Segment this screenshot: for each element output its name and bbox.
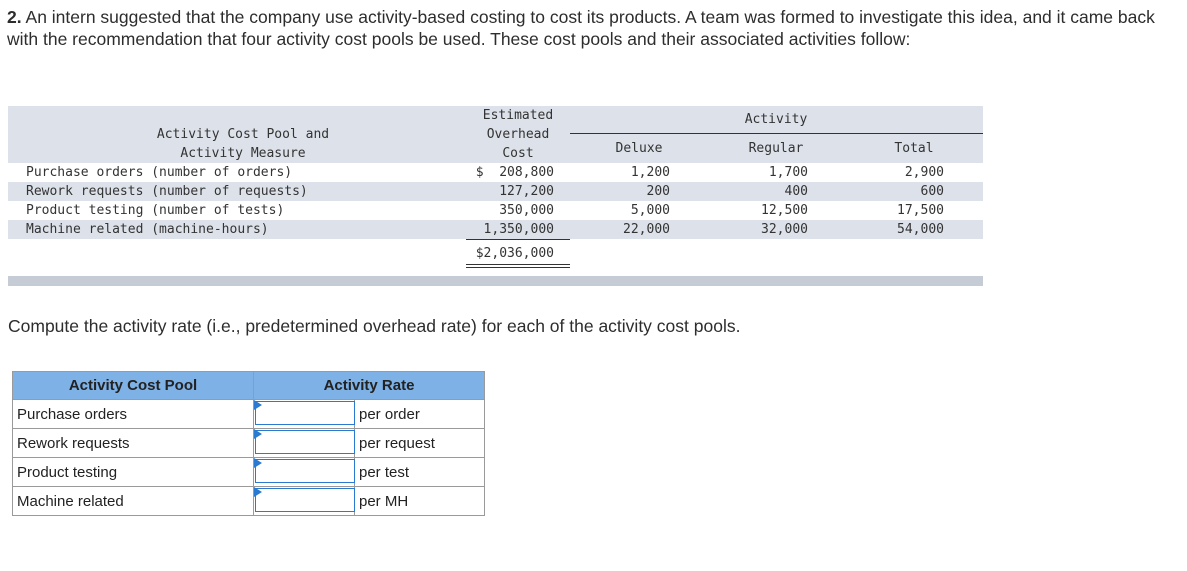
input-marker-icon xyxy=(254,429,262,439)
answer-input-cell xyxy=(253,457,355,487)
total-purchase-orders: 2,900 xyxy=(904,165,944,180)
deluxe-rework-requests: 200 xyxy=(646,184,670,199)
answer-table: Activity Cost Pool Activity Rate Purchas… xyxy=(12,371,485,516)
cost-purchase-orders: $ 208,800 xyxy=(475,165,554,180)
question-text: 2. An intern suggested that the company … xyxy=(7,6,1177,50)
total-cost: $2,036,000 xyxy=(475,246,554,261)
regular-machine-related: 32,000 xyxy=(761,222,808,237)
regular-rework-requests: 400 xyxy=(784,184,808,199)
answer-pool-label: Product testing xyxy=(12,457,254,487)
answer-row: Machine related per MH xyxy=(12,486,485,516)
header-overhead-line3: Cost xyxy=(502,146,534,161)
header-band xyxy=(8,106,983,163)
deluxe-machine-related: 22,000 xyxy=(623,222,670,237)
purchase-orders-rate-input[interactable] xyxy=(255,401,355,425)
answer-row: Product testing per test xyxy=(12,457,485,487)
bottom-band xyxy=(8,276,983,286)
answer-input-cell xyxy=(253,486,355,516)
subtotal-rule xyxy=(466,239,570,240)
input-marker-icon xyxy=(254,400,262,410)
pool-rework-requests: Rework requests (number of requests) xyxy=(26,184,308,199)
header-regular: Regular xyxy=(748,141,804,156)
header-overhead-line1: Estimated xyxy=(482,108,554,123)
answer-input-cell xyxy=(253,428,355,458)
product-testing-rate-input[interactable] xyxy=(255,459,355,483)
pool-product-testing: Product testing (number of tests) xyxy=(26,203,285,218)
activity-rule xyxy=(570,133,983,134)
cost-product-testing: 350,000 xyxy=(499,203,554,218)
header-deluxe: Deluxe xyxy=(615,141,663,156)
cost-machine-related: 1,350,000 xyxy=(483,222,554,237)
regular-purchase-orders: 1,700 xyxy=(768,165,808,180)
input-marker-icon xyxy=(254,487,262,497)
total-product-testing: 17,500 xyxy=(897,203,944,218)
total-machine-related: 54,000 xyxy=(897,222,944,237)
header-pool-line2: Activity Measure xyxy=(180,146,306,161)
input-marker-icon xyxy=(254,458,262,468)
cost-rework-requests: 127,200 xyxy=(499,184,554,199)
question-number: 2. xyxy=(7,7,22,27)
header-pool-line1: Activity Cost Pool and xyxy=(156,127,330,142)
pool-machine-related: Machine related (machine-hours) xyxy=(26,222,269,237)
regular-product-testing: 12,500 xyxy=(761,203,808,218)
rework-requests-rate-input[interactable] xyxy=(255,430,355,454)
answer-pool-label: Machine related xyxy=(12,486,254,516)
prompt-text: Compute the activity rate (i.e., predete… xyxy=(8,316,741,336)
header-activity: Activity xyxy=(744,112,808,127)
activity-data-table: Activity Cost Pool and Activity Measure … xyxy=(8,106,983,286)
total-rule-2 xyxy=(466,267,570,268)
col-header-pool: Activity Cost Pool xyxy=(12,371,254,400)
answer-pool-label: Purchase orders xyxy=(12,399,254,429)
col-header-rate: Activity Rate xyxy=(253,371,485,400)
answer-row: Purchase orders per order xyxy=(12,399,485,429)
answer-row: Rework requests per request xyxy=(12,428,485,458)
total-rule-1 xyxy=(466,264,570,265)
answer-unit: per request xyxy=(354,428,485,458)
answer-unit: per order xyxy=(354,399,485,429)
row-band xyxy=(8,182,983,201)
answer-header-row: Activity Cost Pool Activity Rate xyxy=(12,371,485,400)
answer-unit: per test xyxy=(354,457,485,487)
answer-pool-label: Rework requests xyxy=(12,428,254,458)
question-body: An intern suggested that the company use… xyxy=(7,7,1155,49)
answer-input-cell xyxy=(253,399,355,429)
row-band xyxy=(8,220,983,239)
total-rework-requests: 600 xyxy=(920,184,944,199)
answer-unit: per MH xyxy=(354,486,485,516)
header-overhead-line2: Overhead xyxy=(486,127,550,142)
header-total: Total xyxy=(894,141,934,156)
pool-purchase-orders: Purchase orders (number of orders) xyxy=(26,165,293,180)
deluxe-product-testing: 5,000 xyxy=(630,203,670,218)
machine-related-rate-input[interactable] xyxy=(255,488,355,512)
deluxe-purchase-orders: 1,200 xyxy=(630,165,670,180)
